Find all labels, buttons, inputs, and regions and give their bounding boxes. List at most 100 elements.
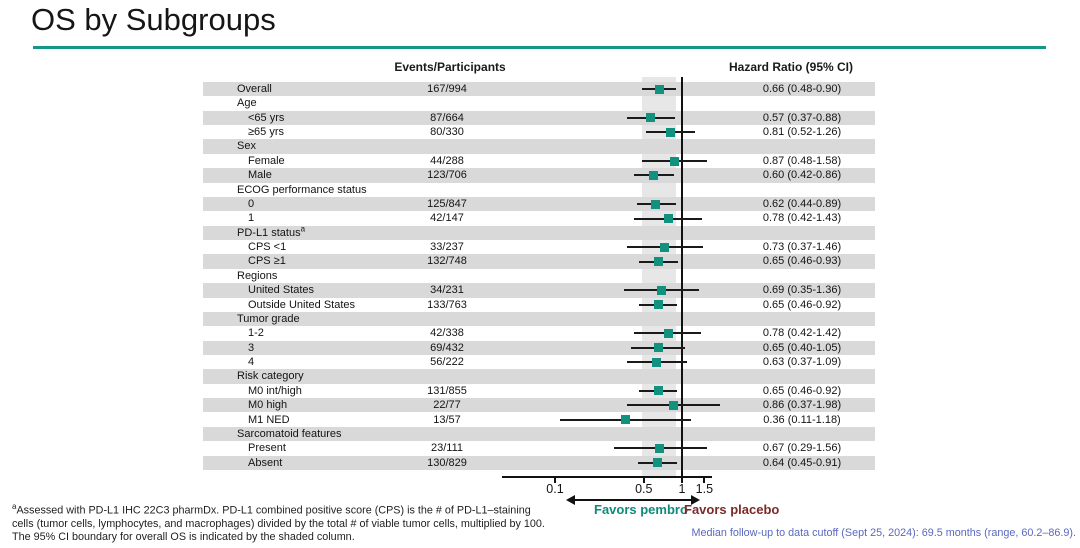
table-row: Age [203,96,875,110]
hr-marker [653,300,663,310]
row-hr-value: 0.69 (0.35-1.36) [762,284,842,297]
table-row: Regions [203,269,875,283]
page-title: OS by Subgroups [31,2,276,37]
row-label: M0 int/high [248,384,302,397]
row-hr-value: 0.65 (0.46-0.92) [762,384,842,397]
row-label: M0 high [248,399,288,412]
row-hr-value: 0.87 (0.48-1.58) [762,154,842,167]
row-events: 44/288 [430,154,464,167]
hr-marker [652,458,662,468]
row-label: ECOG performance status [237,183,367,196]
row-hr-value: 0.60 (0.42-0.86) [762,169,842,182]
hr-marker [663,328,673,338]
row-events: 123/706 [427,169,467,182]
table-row: 1 42/147 0.78 (0.42-1.43) [203,211,875,225]
column-header-hazard-ratio: Hazard Ratio (95% CI) [728,60,854,74]
table-row: Absent 130/829 0.64 (0.45-0.91) [203,455,875,470]
hr-marker [655,443,665,453]
row-label: PD-L1 statusa [237,224,306,239]
hr-marker [649,170,659,180]
row-label: Regions [237,269,278,282]
row-events: 56/222 [430,356,464,369]
followup-note: Median follow-up to data cutoff (Sept 25… [691,527,1076,539]
hr-marker [657,285,667,295]
hr-marker [669,156,679,166]
row-label: 4 [248,356,255,369]
row-hr-value: 0.78 (0.42-1.43) [762,212,842,225]
table-row: Sex [203,139,875,154]
hr-marker [621,415,631,425]
row-events: 34/231 [430,284,464,297]
table-row: CPS ≥1 132/748 0.65 (0.46-0.93) [203,254,875,269]
title-rule [33,46,1046,49]
hr-marker [653,257,663,267]
table-row: Female 44/288 0.87 (0.48-1.58) [203,154,875,168]
table-row: 0 125/847 0.62 (0.44-0.89) [203,196,875,212]
row-hr-value: 0.67 (0.29-1.56) [762,442,842,455]
table-row: PD-L1 statusa [203,224,875,241]
table-row: Risk category [203,369,875,384]
row-events: 23/111 [430,442,463,455]
table-row: Tumor grade [203,311,875,327]
row-events: 87/664 [430,111,464,124]
row-events: 42/147 [430,212,464,225]
reference-line [681,77,683,478]
row-label: M1 NED [248,413,290,426]
table-row: M0 int/high 131/855 0.65 (0.46-0.92) [203,384,875,398]
row-hr-value: 0.62 (0.44-0.89) [762,197,842,210]
table-row: Outside United States 133/763 0.65 (0.46-0… [203,298,875,312]
row-hr-value: 0.73 (0.37-1.46) [762,241,842,254]
row-events: 80/330 [430,126,464,139]
hr-marker [663,214,673,223]
table-row: CPS <1 33/237 0.73 (0.37-1.46) [203,240,875,254]
row-label: 0 [248,197,255,210]
row-hr-value: 0.65 (0.46-0.92) [762,298,842,311]
row-events: 69/432 [430,341,464,354]
row-label: Absent [248,456,283,469]
footnote-line-1: aAssessed with PD-L1 IHC 22C3 pharmDx. P… [12,502,531,517]
row-label: CPS ≥1 [248,255,286,268]
x-axis-line [501,476,712,478]
favors-placebo-label: Favors placebo [684,502,780,517]
table-row: M0 high 22/77 0.86 (0.37-1.98) [203,398,875,413]
table-row: Male 123/706 0.60 (0.42-0.86) [203,168,875,183]
row-events: 167/994 [427,83,467,95]
row-events: 22/77 [433,399,461,412]
row-hr-value: 0.65 (0.40-1.05) [762,341,842,354]
table-row: Sarcomatoid features [203,426,875,442]
x-axis-tick [681,477,683,483]
table-row: Present 23/111 0.67 (0.29-1.56) [203,441,875,455]
row-label: 1-2 [248,327,264,340]
hr-marker [669,400,679,410]
favors-pembro-label: Favors pembro [594,502,688,517]
hr-marker [654,84,664,94]
table-row: M1 NED 13/57 0.36 (0.11-1.18) [203,413,875,427]
row-events: 33/237 [430,241,464,254]
x-axis-tick-label: 0.1 [546,482,564,496]
arrowhead-right-icon [691,495,700,505]
row-events: 133/763 [427,298,467,311]
row-hr-value: 0.57 (0.37-0.88) [762,111,842,124]
row-label: Age [237,97,257,110]
table-row: ≥65 yrs 80/330 0.81 (0.52-1.26) [203,125,875,139]
table-row: ECOG performance status [203,183,875,197]
row-hr-value: 0.63 (0.37-1.09) [762,356,842,369]
row-label: <65 yrs [248,111,285,124]
row-events: 13/57 [433,413,461,426]
row-label: Outside United States [248,298,356,311]
row-hr-value: 0.66 (0.48-0.90) [762,83,842,95]
row-events: 125/847 [427,197,467,210]
row-label: Risk category [237,370,304,383]
row-events: 42/338 [430,327,464,340]
row-label: 3 [248,341,255,354]
hr-marker [646,113,656,123]
hr-marker [653,386,663,396]
row-hr-value: 0.86 (0.37-1.98) [762,399,842,412]
table-row: 1-2 42/338 0.78 (0.42-1.42) [203,326,875,340]
table-row: Overall 167/994 0.66 (0.48-0.90) [203,82,875,97]
x-axis-tick [642,477,645,483]
row-hr-value: 0.78 (0.42-1.42) [762,327,842,340]
